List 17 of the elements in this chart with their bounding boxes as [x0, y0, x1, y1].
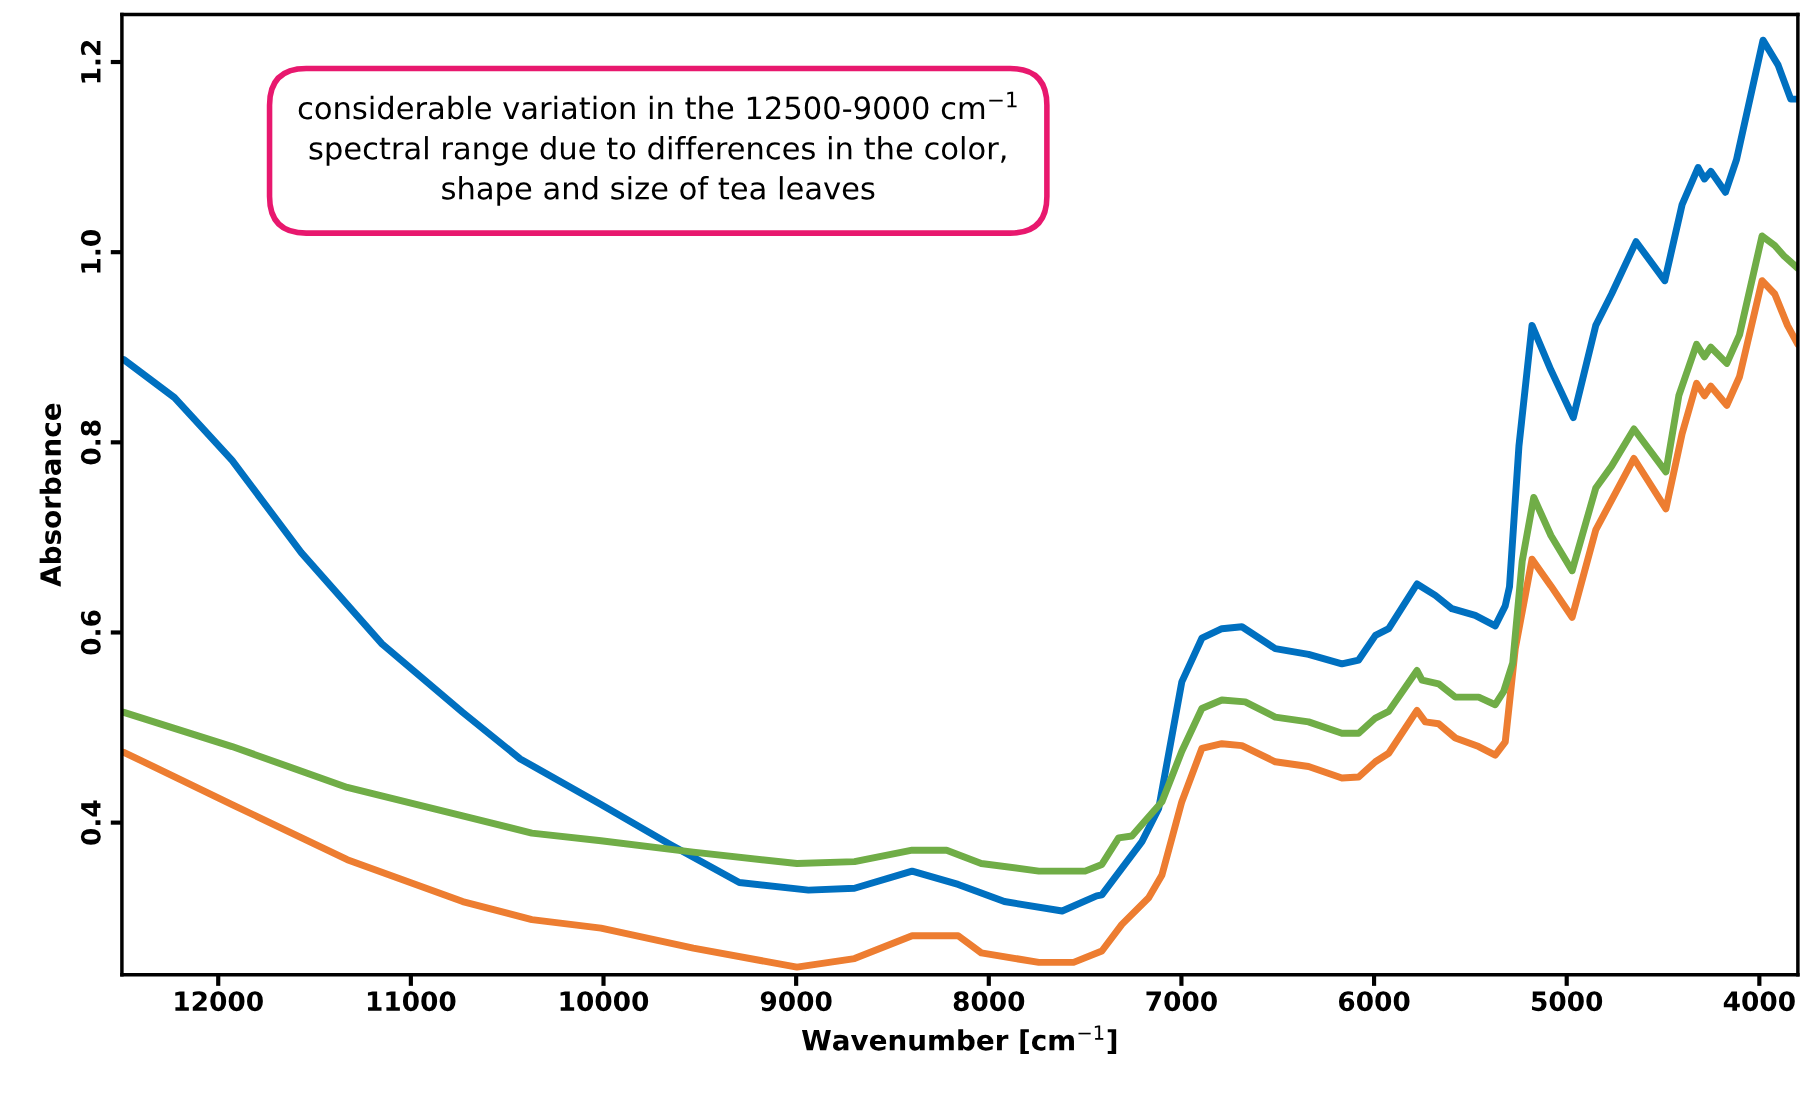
x-tick-label: 6000: [1338, 991, 1410, 1012]
y-tick-label: 1.2: [80, 40, 101, 83]
x-tick-label: 5000: [1532, 991, 1603, 1012]
x-tick-label: 10000: [560, 991, 649, 1012]
x-tick-label: 8000: [953, 991, 1025, 1012]
x-tick-label: 4000: [1723, 991, 1795, 1012]
y-tick-label: 0.8: [80, 420, 101, 465]
x-axis-title: Wavenumber [cm$^{−1}$]: [801, 1025, 1117, 1054]
text: considerable variation in the 12500-9000 cm$^{−1}$ spectral range due to differences in the color, shape and size of tea leaves: [298, 91, 1017, 206]
y-tick-label: 0.6: [80, 610, 101, 655]
y-tick-label: 1.0: [80, 230, 101, 273]
x-tick-label: 9000: [760, 991, 832, 1012]
y-axis-title: Absorbance: [39, 403, 62, 587]
x-tick-label: 11000: [367, 991, 456, 1012]
x-tick-label: 12000: [175, 991, 263, 1012]
y-tick-label: 0.4: [80, 800, 101, 845]
x-tick-label: 7000: [1146, 991, 1217, 1012]
